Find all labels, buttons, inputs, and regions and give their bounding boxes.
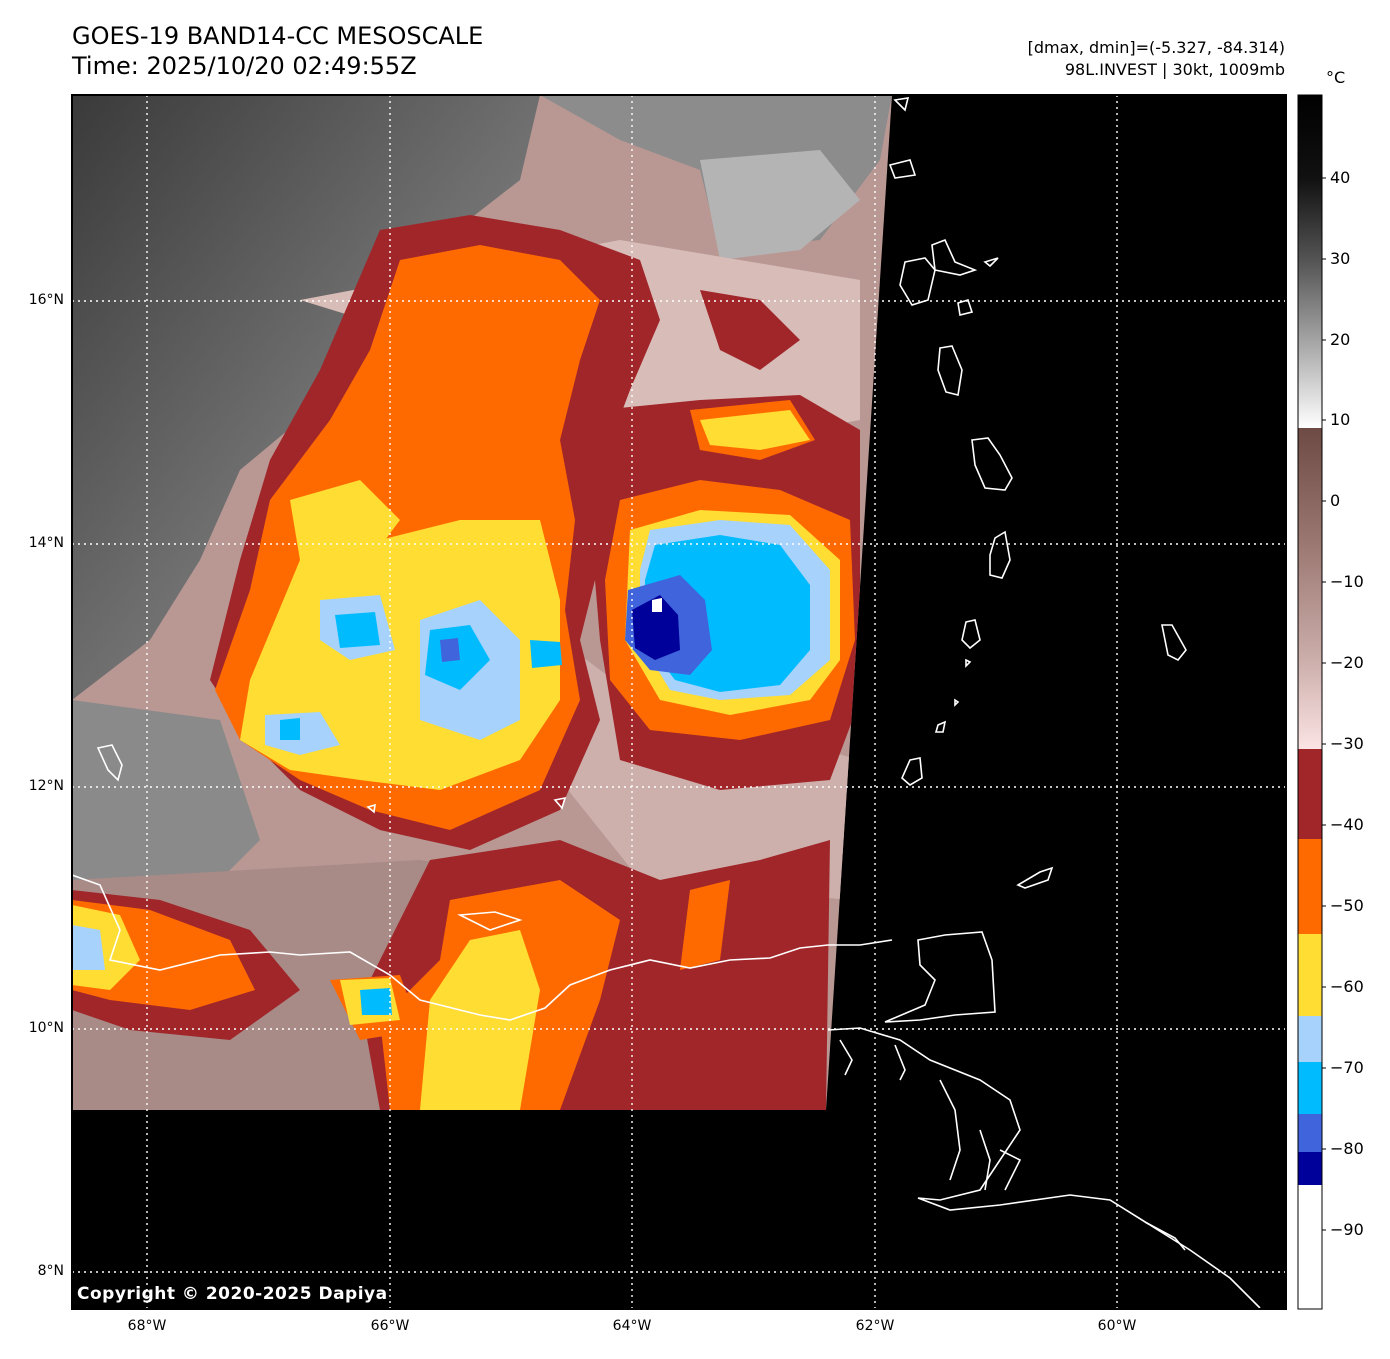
lat-label-16n: 16°N [28, 292, 64, 308]
lon-label-62w: 62°W [855, 1318, 895, 1334]
colorbar-tick: 20 [1330, 330, 1351, 349]
map-title: GOES-19 BAND14-CC MESOSCALE [72, 22, 484, 50]
colorbar-tick: 30 [1330, 249, 1351, 268]
intensity-range: [dmax, dmin]=(-5.327, -84.314) [1027, 38, 1285, 57]
colorbar-tick: −30 [1330, 734, 1364, 753]
gridlines [72, 95, 1286, 1309]
lon-label-64w: 64°W [612, 1318, 652, 1334]
colorbar-tick: −90 [1330, 1220, 1364, 1239]
colorbar-tick: −70 [1330, 1058, 1364, 1077]
colorbar-tick: 40 [1330, 168, 1351, 187]
colorbar-tick: −10 [1330, 572, 1364, 591]
lat-label-12n: 12°N [28, 778, 64, 794]
coastlines [72, 97, 1261, 1309]
map-frame [71, 94, 1287, 1310]
colorbar-tick: 10 [1330, 410, 1351, 429]
storm-info: 98L.INVEST | 30kt, 1009mb [1064, 60, 1285, 79]
lat-label-10n: 10°N [28, 1020, 64, 1036]
colorbar-tick: −40 [1330, 815, 1364, 834]
lat-label-14n: 14°N [28, 535, 64, 551]
lat-label-8n: 8°N [37, 1263, 64, 1279]
colorbar-tick: 0 [1330, 491, 1341, 510]
colorbar-tick: −60 [1330, 977, 1364, 996]
map-time: Time: 2025/10/20 02:49:55Z [72, 52, 417, 80]
colorbar [1297, 94, 1326, 1310]
colorbar-tick: −80 [1330, 1139, 1364, 1158]
colorbar-unit: °C [1326, 68, 1346, 87]
colorbar-tick: −20 [1330, 653, 1364, 672]
lon-label-68w: 68°W [127, 1318, 167, 1334]
lon-label-66w: 66°W [370, 1318, 410, 1334]
colorbar-tick: −50 [1330, 896, 1364, 915]
lon-label-60w: 60°W [1097, 1318, 1137, 1334]
copyright-text: Copyright © 2020-2025 Dapiya [77, 1284, 388, 1304]
